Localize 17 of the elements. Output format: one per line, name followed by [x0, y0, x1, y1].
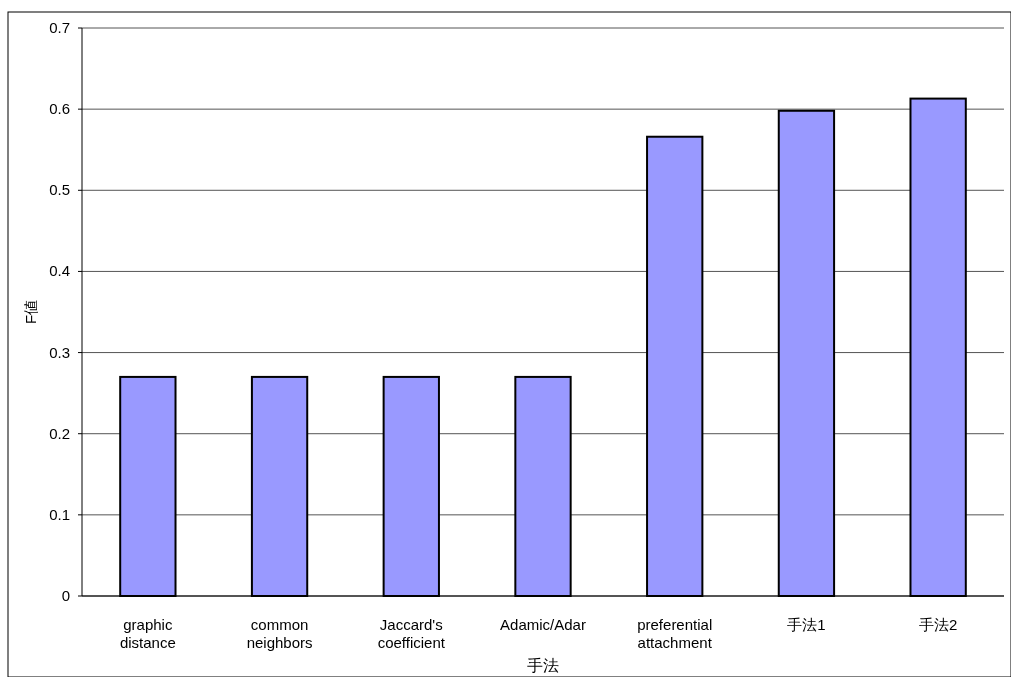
y-axis-title: F値	[22, 299, 39, 325]
x-tick-label: Adamic/Adar	[500, 616, 586, 633]
x-tick-label: Jaccard's coefficient	[377, 616, 446, 651]
y-tick-label: 0	[61, 587, 70, 604]
y-tick-label: 0.1	[49, 505, 70, 523]
y-tick-label: 0.5	[49, 181, 70, 199]
x-axis-title: 手法	[527, 657, 559, 674]
y-tick-label: 0.7	[49, 19, 70, 36]
y-tick-label: 0.4	[49, 262, 70, 280]
x-tick-label: 手法2	[918, 616, 958, 633]
y-tick-label: 0.3	[49, 343, 70, 361]
x-tick-label: 手法1	[787, 616, 826, 633]
x-tick-label: preferential attachment	[637, 616, 713, 651]
y-tick-label: 0.2	[49, 424, 70, 442]
x-tick-label: graphic distance	[119, 616, 176, 651]
x-tick-label: common neighbors	[246, 616, 313, 651]
y-tick-label: 0.6	[49, 100, 70, 118]
